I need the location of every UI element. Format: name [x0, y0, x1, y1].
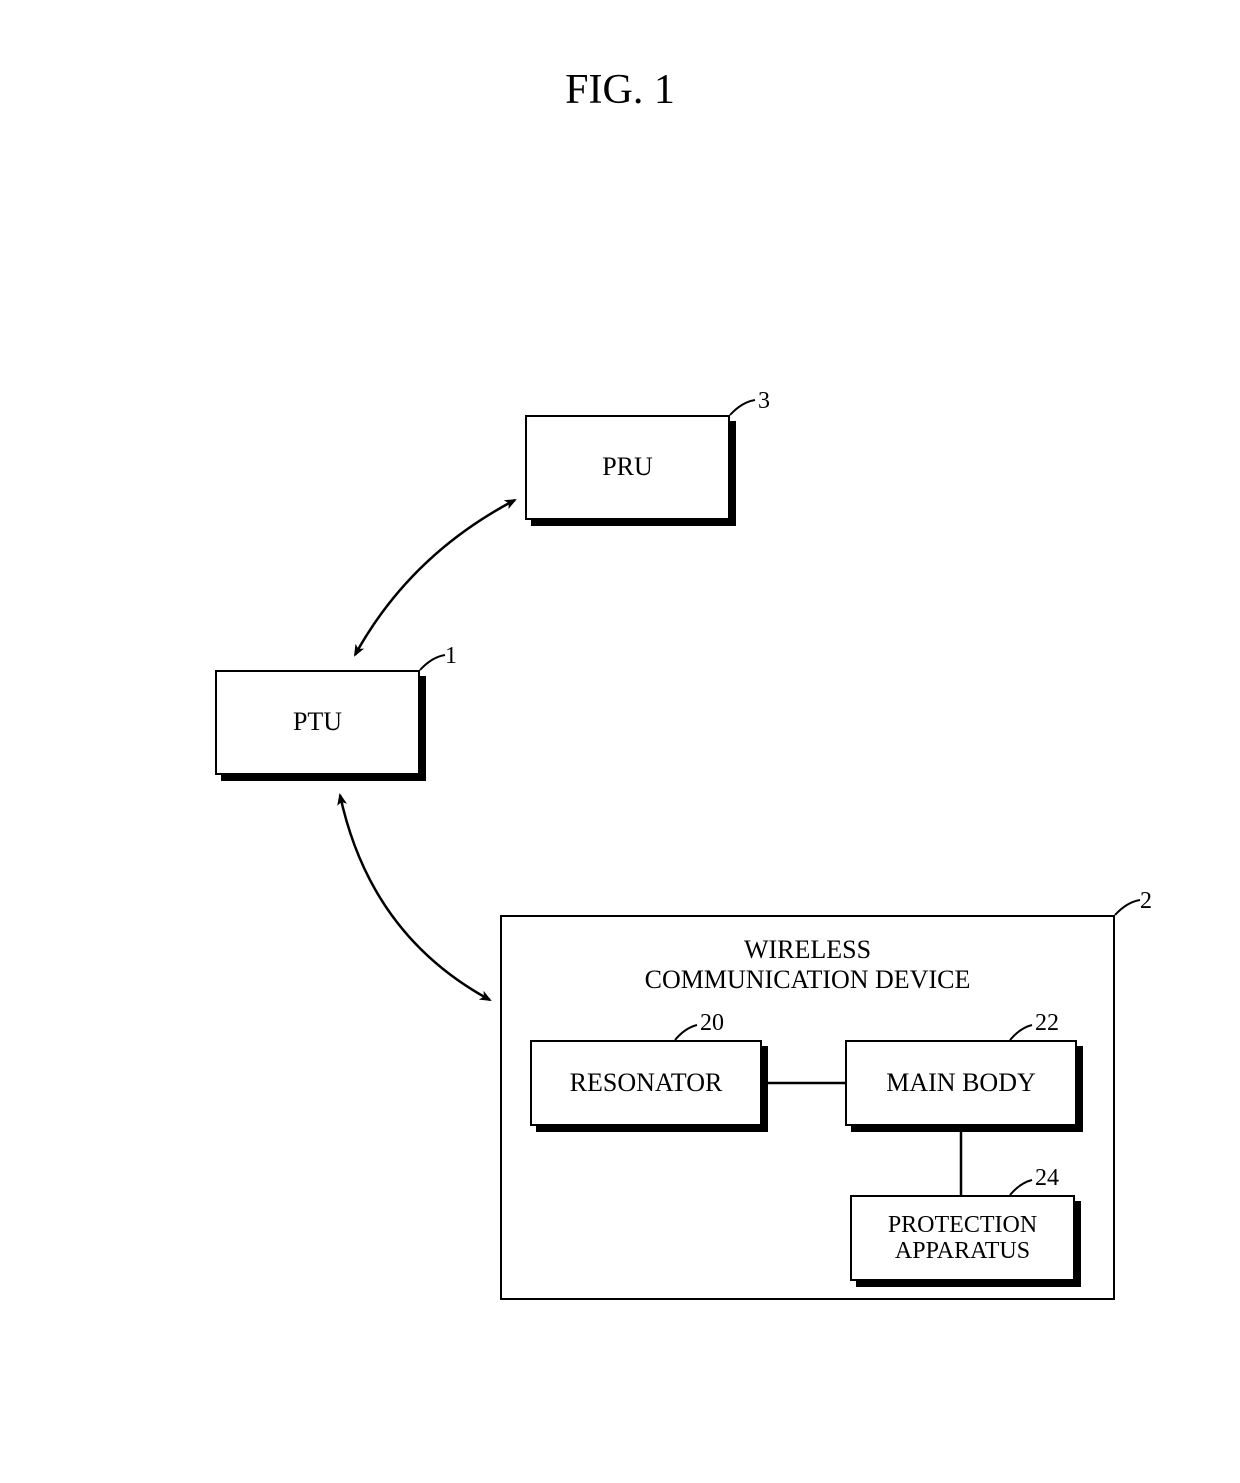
edge-ptu-pru — [355, 500, 515, 655]
wcd-title: WIRELESS COMMUNICATION DEVICE — [500, 935, 1115, 995]
protection-box: PROTECTION APPARATUS — [850, 1195, 1075, 1281]
leader-wcd — [1115, 900, 1140, 915]
pru-label: PRU — [602, 453, 653, 482]
protection-callout: 24 — [1035, 1165, 1059, 1192]
wcd-title-line2: COMMUNICATION DEVICE — [645, 965, 971, 994]
protection-label-line2: APPARATUS — [895, 1238, 1030, 1264]
pru-box: PRU — [525, 415, 730, 520]
wcd-callout: 2 — [1140, 888, 1152, 915]
resonator-box: RESONATOR — [530, 1040, 762, 1126]
figure-title: FIG. 1 — [0, 66, 1240, 114]
protection-label-line1: PROTECTION — [888, 1212, 1037, 1238]
mainbody-label: MAIN BODY — [886, 1069, 1036, 1098]
edge-ptu-wcd — [340, 795, 490, 1000]
leader-ptu — [420, 655, 445, 670]
pru-callout: 3 — [758, 388, 770, 415]
mainbody-callout: 22 — [1035, 1010, 1059, 1037]
wcd-title-line1: WIRELESS — [744, 935, 871, 964]
diagram-canvas: FIG. 1 PRU 3 PTU 1 WIRELESS COMMUNICATIO… — [0, 0, 1240, 1483]
ptu-label: PTU — [293, 708, 342, 737]
ptu-callout: 1 — [445, 643, 457, 670]
resonator-callout: 20 — [700, 1010, 724, 1037]
mainbody-box: MAIN BODY — [845, 1040, 1077, 1126]
ptu-box: PTU — [215, 670, 420, 775]
leader-pru — [730, 400, 755, 415]
resonator-label: RESONATOR — [570, 1069, 723, 1098]
